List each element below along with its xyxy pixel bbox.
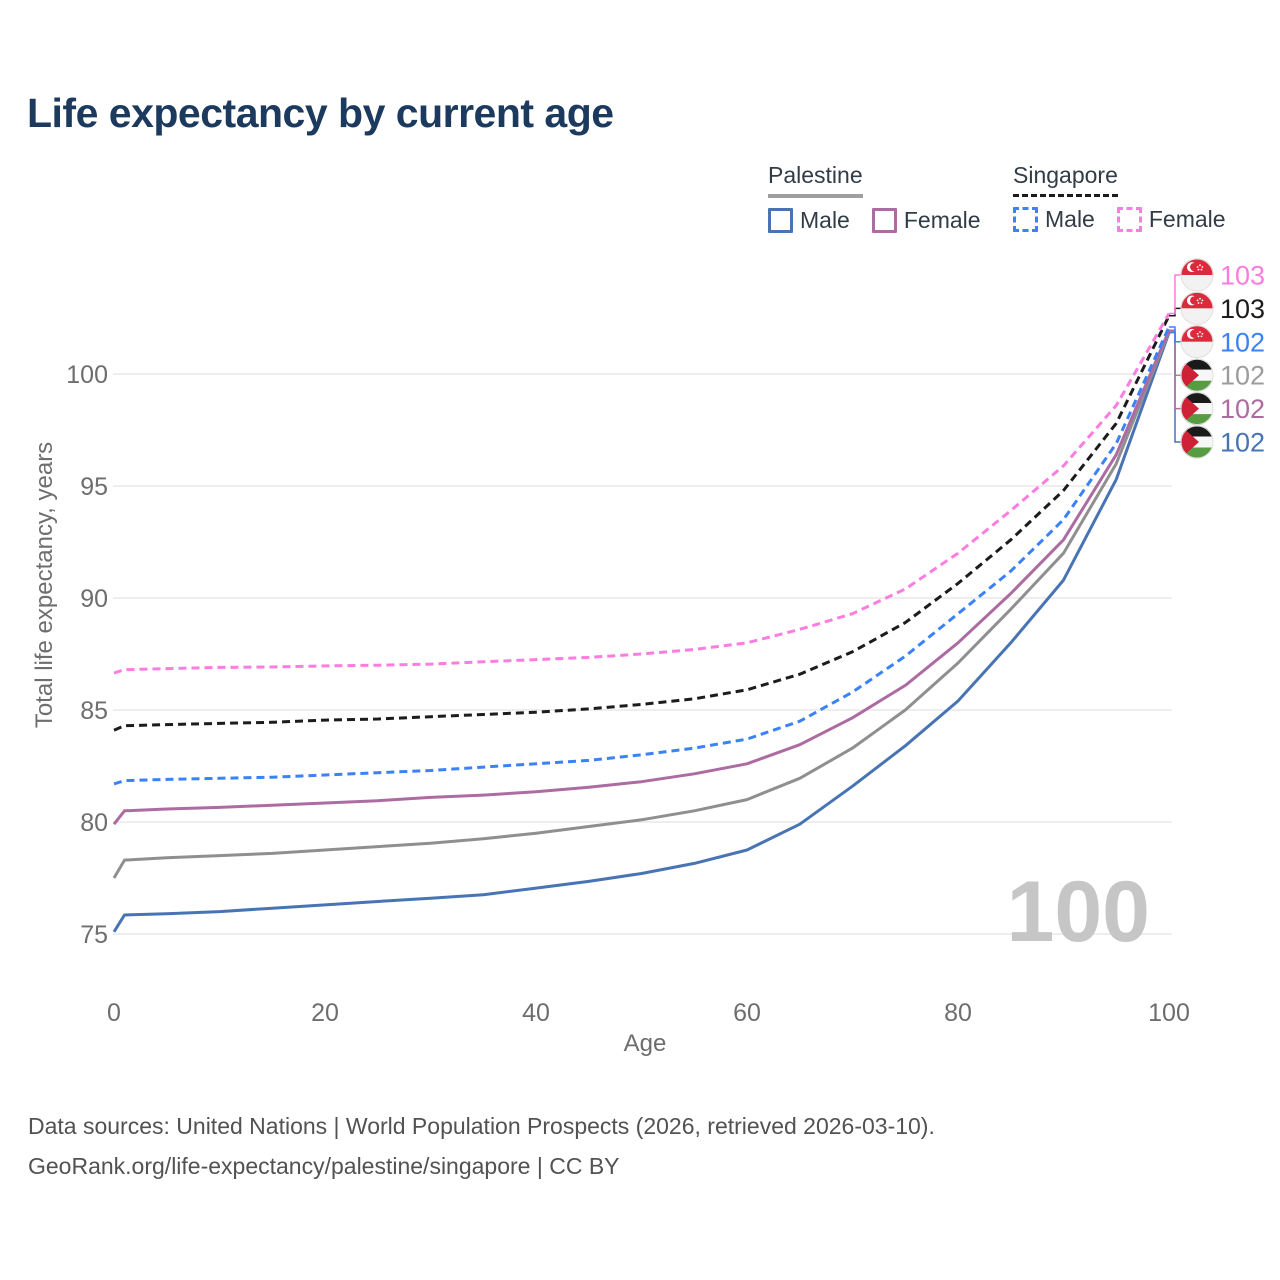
y-tick-label: 90 — [80, 585, 108, 613]
y-tick-label: 85 — [80, 697, 108, 725]
legend-item-palestine-male[interactable]: Male — [768, 207, 850, 234]
legend-item-palestine-female[interactable]: Female — [871, 207, 981, 234]
palestine-flag-icon — [1180, 392, 1214, 426]
legend-header-singapore: Singapore — [1013, 162, 1118, 197]
leader-line-singapore-female — [1169, 274, 1181, 315]
end-value-label: 102 — [1220, 428, 1265, 458]
end-value-label: 103 — [1220, 261, 1265, 291]
y-tick-label: 80 — [80, 809, 108, 837]
x-tick-label: 0 — [107, 999, 121, 1027]
palestine-female-swatch-icon — [871, 208, 897, 233]
palestine-flag-icon — [1180, 425, 1214, 459]
legend-item-label: Female — [903, 207, 981, 233]
legend-items-singapore: Male Female — [1013, 206, 1226, 233]
footer-sources: Data sources: United Nations | World Pop… — [28, 1113, 935, 1139]
x-tick-label: 80 — [944, 999, 972, 1027]
series-singapore-all — [113, 315, 1171, 732]
legend-group-palestine: Palestine Male Female — [768, 162, 981, 234]
age-watermark: 100 — [1007, 864, 1151, 960]
end-value-label: 102 — [1220, 394, 1265, 424]
y-tick-label: 95 — [80, 473, 108, 501]
x-tick-label: 100 — [1148, 999, 1190, 1027]
footer-url: GeoRank.org/life-expectancy/palestine/si… — [28, 1153, 620, 1179]
legend-item-label: Male — [1045, 206, 1095, 232]
x-tick-label: 20 — [311, 999, 339, 1027]
legend-item-singapore-female[interactable]: Female — [1116, 206, 1226, 233]
end-value-label: 102 — [1220, 361, 1265, 391]
leader-line-singapore-male — [1169, 326, 1181, 343]
leader-line-palestine-female — [1169, 329, 1181, 410]
end-value-label: 103 — [1220, 294, 1265, 324]
legend-items-palestine: Male Female — [768, 207, 981, 234]
legend-item-label: Female — [1148, 206, 1226, 232]
singapore-male-swatch-icon — [1013, 207, 1038, 232]
palestine-male-swatch-icon — [768, 208, 793, 233]
singapore-flag-icon — [1180, 258, 1214, 292]
singapore-female-swatch-icon — [1116, 207, 1142, 232]
legend-item-label: Male — [800, 207, 850, 233]
x-axis-title: Age — [624, 1030, 667, 1057]
legend-header-palestine: Palestine — [768, 162, 863, 198]
series-singapore-male — [113, 326, 1171, 786]
series-singapore-female — [113, 312, 1171, 675]
series-palestine-all — [112, 330, 1171, 879]
singapore-flag-icon — [1180, 291, 1214, 325]
legend-item-singapore-male[interactable]: Male — [1013, 206, 1095, 233]
page-title: Life expectancy by current age — [27, 90, 614, 136]
singapore-flag-icon — [1180, 325, 1214, 359]
y-axis-title: Total life expectancy, years — [31, 442, 58, 728]
x-tick-label: 60 — [733, 999, 761, 1027]
x-tick-label: 40 — [522, 999, 550, 1027]
palestine-flag-icon — [1180, 358, 1214, 392]
end-value-label: 102 — [1220, 327, 1265, 357]
y-tick-label: 100 — [66, 361, 108, 389]
y-tick-label: 75 — [80, 921, 108, 949]
footer: Data sources: United Nations | World Pop… — [28, 1106, 935, 1186]
legend-group-singapore: Singapore Male Female — [1013, 162, 1226, 233]
series-palestine-female — [112, 329, 1171, 826]
series-palestine-male — [112, 332, 1171, 933]
